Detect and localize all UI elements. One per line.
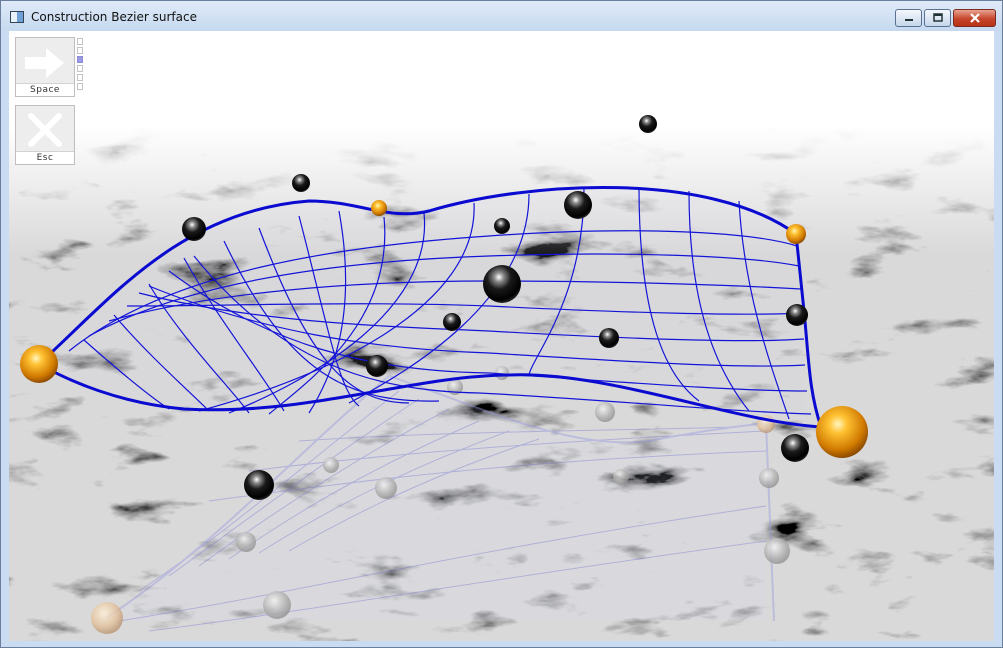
window-controls	[895, 9, 996, 27]
close-button[interactable]	[953, 9, 996, 27]
reflected-control-points	[91, 366, 790, 634]
maximize-icon	[932, 13, 943, 22]
window-app-icon	[10, 11, 24, 23]
arrow-right-icon	[25, 48, 64, 78]
title-bar[interactable]: Construction Bezier surface	[1, 1, 1002, 31]
space-command-label: Space	[16, 83, 74, 96]
minimize-button[interactable]	[895, 9, 922, 27]
step-indicator-item	[77, 83, 83, 90]
step-indicator-item	[77, 47, 83, 54]
close-x-icon	[28, 113, 62, 147]
window-title: Construction Bezier surface	[31, 10, 197, 24]
maximize-button[interactable]	[924, 9, 951, 27]
step-indicator-item	[77, 38, 83, 45]
space-command-button[interactable]: Space	[15, 37, 75, 97]
reflected-surface	[105, 375, 775, 632]
minimize-icon	[904, 19, 913, 21]
bezier-scene[interactable]	[9, 31, 994, 641]
esc-command-label: Esc	[16, 151, 74, 164]
step-indicator-item-active	[77, 56, 83, 63]
step-indicator-item	[77, 65, 83, 72]
control-points	[20, 115, 868, 500]
viewport[interactable]: Space Esc	[9, 31, 994, 641]
close-icon	[969, 13, 980, 23]
step-indicator	[77, 38, 84, 92]
esc-command-button[interactable]: Esc	[15, 105, 75, 165]
step-indicator-item	[77, 74, 83, 81]
